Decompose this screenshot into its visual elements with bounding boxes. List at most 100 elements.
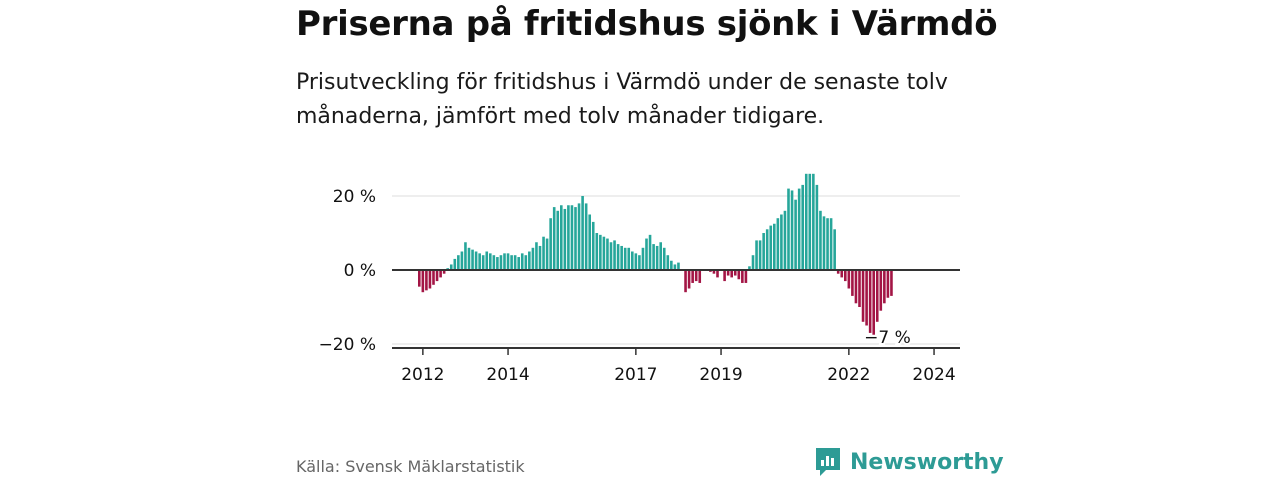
bar [687,270,691,289]
newsworthy-logo[interactable]: Newsworthy [814,446,1004,478]
bar [428,270,432,289]
bar [794,199,797,270]
bar [659,242,662,270]
bar [542,236,545,270]
bar [453,258,457,270]
bar [652,244,655,270]
bar [737,270,741,280]
bar [822,216,826,270]
y-tick-label: 0 % [344,261,376,281]
bar [698,270,702,283]
bar [478,253,481,270]
bar [591,221,595,270]
bar [819,210,822,270]
x-tick-label: 2017 [614,365,657,385]
bar [797,188,801,270]
bar [471,249,474,270]
bar [556,210,560,270]
bar [492,255,496,270]
brand-name: Newsworthy [850,449,1004,475]
bar [890,270,893,296]
source-note: Källa: Svensk Mäklarstatistik [296,457,525,476]
bar [602,236,606,270]
bar [623,247,627,270]
y-tick-label: 20 % [333,187,376,207]
bar [712,270,716,274]
bar [826,218,829,270]
chart-subtitle: Prisutveckling för fritidshus i Värmdö u… [296,70,948,129]
bar [666,255,670,270]
gridlines [392,195,960,345]
bar [535,242,538,270]
bar [783,210,787,270]
bar [517,257,520,270]
bar [662,247,666,270]
bar [751,255,755,270]
bar [460,251,464,270]
bar [648,234,652,270]
y-tick-label: −20 % [319,335,376,355]
bar [496,257,499,270]
bar [844,270,847,282]
bar [449,264,453,270]
bar [503,253,506,270]
bar [567,205,570,270]
bar [563,208,567,270]
bar [506,253,510,270]
bar [755,240,758,270]
bar [464,242,467,270]
bar [836,270,840,274]
bar [641,247,645,270]
bar [577,203,581,270]
bar [851,270,854,296]
bar [815,184,819,270]
bar [694,270,698,282]
bar [574,207,577,270]
bar [865,270,868,326]
bar [726,270,730,276]
bar [868,270,872,333]
bar [741,270,744,283]
bar [765,229,769,270]
bar [861,270,865,322]
x-tick-label: 2019 [699,365,742,385]
bar [723,270,726,282]
bar [808,173,812,270]
bar [829,218,833,270]
bar [627,247,631,270]
bar [854,270,858,304]
bar [613,240,616,270]
bar [847,270,851,289]
bar [432,270,435,285]
bar [638,255,641,270]
bar [733,270,737,276]
x-tick-label: 2024 [912,365,955,385]
x-axis-ticks: 2012 2014 2017 2019 2022 2024 [401,348,956,385]
bar [812,173,815,270]
bar [467,247,471,270]
bar [545,238,549,270]
bar [499,255,503,270]
bar [606,238,609,270]
bar [645,238,648,270]
bar [631,251,634,270]
bar [804,173,808,270]
bar [833,229,836,270]
bar [609,242,613,270]
bar [655,245,659,270]
bar [634,253,638,270]
bar [549,218,552,270]
x-tick-label: 2014 [486,365,529,385]
y-axis-labels: 20 % 0 % −20 % [319,187,376,355]
bar [677,262,680,270]
bar [840,270,844,278]
bar [883,270,886,304]
bar [595,233,599,270]
bar [787,188,790,270]
bar [481,255,485,270]
bar [773,223,776,270]
bar [439,270,442,278]
bar [769,225,773,270]
bar [748,266,751,270]
bar [524,255,528,270]
